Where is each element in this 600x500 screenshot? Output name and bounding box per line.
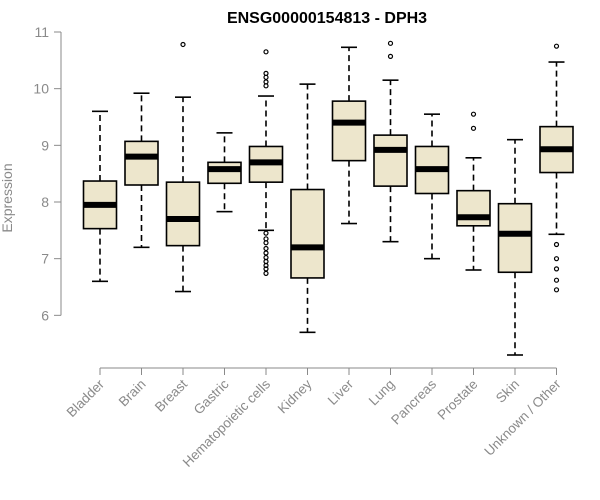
x-tick-label: Lung — [366, 377, 398, 409]
outlier-point — [263, 262, 269, 269]
x-tick-label: Skin — [493, 377, 522, 406]
outlier-point — [180, 41, 186, 48]
box-group — [497, 138, 533, 356]
outlier-point — [263, 83, 269, 89]
outlier-point — [263, 270, 269, 276]
outlier-point — [387, 40, 394, 46]
y-axis: 6 7 8 9 10 11 — [33, 24, 62, 323]
outlier-point — [470, 111, 477, 117]
box-group — [414, 113, 450, 260]
box-group — [165, 41, 201, 293]
outlier-point — [553, 277, 560, 283]
outlier-point — [553, 241, 560, 248]
iqr-box — [207, 161, 242, 185]
y-tick-label: 10 — [33, 81, 49, 97]
x-tick-label: Kidney — [275, 376, 315, 416]
x-tick-label: Unknown / Other — [481, 376, 564, 459]
y-axis-label: Expression — [0, 163, 15, 232]
box-group — [456, 111, 491, 271]
outlier-point — [553, 43, 560, 49]
box-group — [124, 92, 159, 249]
y-tick-label: 9 — [41, 137, 49, 153]
outlier-point — [263, 245, 269, 252]
outlier-point — [553, 287, 560, 293]
x-tick-label: Breast — [152, 376, 190, 414]
y-tick-label: 11 — [34, 24, 49, 40]
iqr-box — [290, 188, 325, 279]
iqr-box — [497, 202, 533, 274]
iqr-box — [373, 134, 408, 187]
x-tick-label: Prostate — [434, 377, 480, 423]
y-tick-label: 8 — [41, 194, 49, 210]
x-tick-label: Liver — [325, 376, 357, 408]
outlier-point — [470, 125, 477, 131]
box-group — [331, 46, 367, 225]
box-series — [82, 40, 574, 356]
box-group — [207, 132, 242, 213]
box-group — [539, 43, 574, 293]
outlier-point — [263, 250, 269, 256]
y-tick-label: 6 — [41, 307, 49, 323]
outlier-point — [553, 266, 560, 272]
iqr-box — [165, 181, 201, 247]
iqr-box — [456, 189, 491, 227]
x-tick-label: Brain — [116, 377, 149, 410]
chart-title: ENSG00000154813 - DPH3 — [227, 10, 427, 27]
x-tick-label: Bladder — [64, 376, 108, 420]
x-tick-label: Pancreas — [388, 376, 439, 427]
outlier-point — [263, 49, 269, 55]
box-group — [373, 40, 408, 243]
outlier-point — [387, 53, 394, 59]
iqr-box — [124, 140, 159, 186]
box-group — [82, 110, 118, 283]
iqr-box — [331, 100, 367, 162]
outlier-point — [553, 256, 560, 262]
outlier-point — [263, 74, 269, 80]
box-group — [248, 49, 284, 276]
outlier-point — [263, 240, 269, 246]
outlier-point — [263, 230, 269, 236]
box-group — [290, 83, 325, 334]
x-tick-label: Gastric — [191, 376, 232, 417]
y-tick-label: 7 — [41, 251, 49, 267]
